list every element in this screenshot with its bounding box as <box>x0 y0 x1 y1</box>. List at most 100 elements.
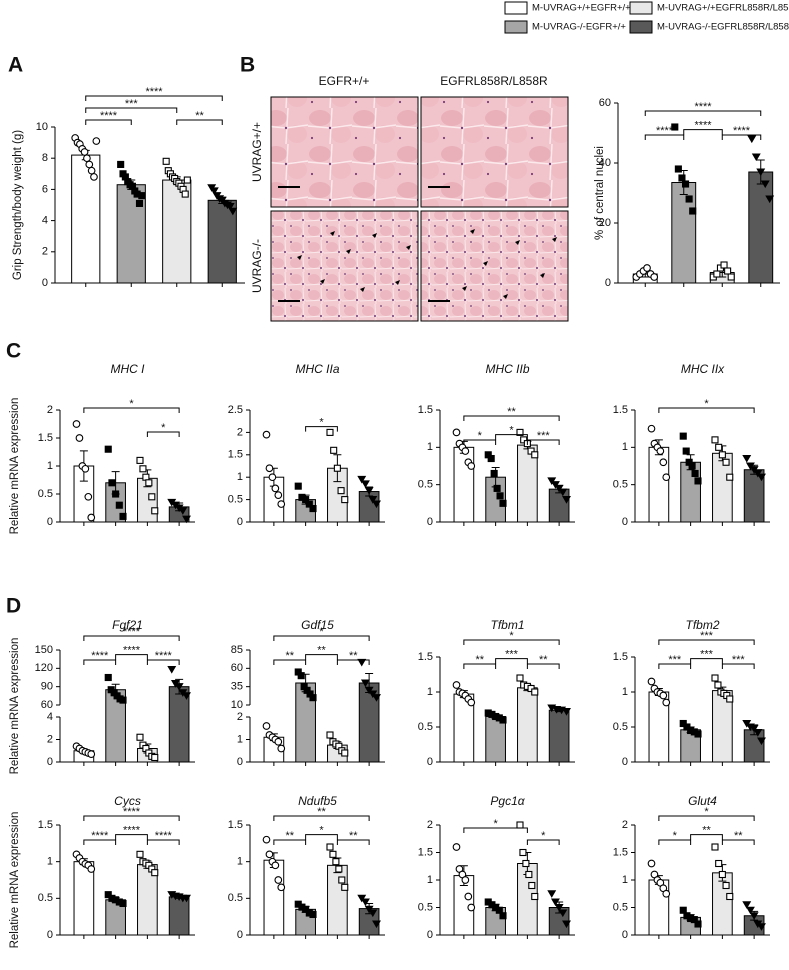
data-point <box>562 920 571 929</box>
data-point <box>335 865 343 873</box>
bar-chart: Cycs Relative mRNA expression 0 0.5 1 1.5 ****… <box>9 794 195 948</box>
data-point <box>487 454 495 463</box>
significance-label: ** <box>317 645 326 657</box>
scale-bar <box>278 186 450 302</box>
y-tick-label: 0.5 <box>613 479 628 491</box>
data-point <box>309 505 317 513</box>
data-point <box>274 491 283 499</box>
data-point <box>694 477 702 485</box>
significance-label: **** <box>91 650 109 662</box>
significance-label: **** <box>145 86 163 98</box>
data-point <box>742 454 752 463</box>
significance-bracket <box>690 834 723 840</box>
significance-bracket <box>305 426 338 432</box>
y-tick-label: 150 <box>35 644 53 656</box>
data-point <box>90 173 98 181</box>
data-point <box>659 691 668 700</box>
significance-label: ** <box>475 654 484 666</box>
micrograph-row-label: UVRAG+/+ <box>250 122 264 182</box>
data-point <box>360 898 370 907</box>
significance-bracket <box>658 815 755 821</box>
significance-label: * <box>319 825 324 837</box>
data-point <box>119 696 127 704</box>
y-tick-label: 40 <box>599 157 611 169</box>
data-point <box>647 424 656 433</box>
significance-bracket <box>721 663 755 669</box>
data-point <box>547 890 557 898</box>
y-tick-label: 0 <box>605 277 611 289</box>
data-point <box>81 464 90 473</box>
y-tick-label: 1 <box>237 733 243 745</box>
data-point <box>360 480 370 489</box>
data-point <box>715 859 723 868</box>
data-point <box>674 165 682 173</box>
data-point <box>277 500 286 508</box>
chart-title: Pgc1α <box>490 794 525 808</box>
data-point <box>182 692 191 700</box>
data-point <box>643 264 651 272</box>
y-tick-label: 1.5 <box>613 404 628 416</box>
significance-label: ** <box>539 654 548 666</box>
data-point <box>757 923 766 931</box>
data-point <box>656 447 665 455</box>
significance-label: **** <box>100 110 118 122</box>
data-point <box>522 859 530 868</box>
y-axis-label: % of central nuclei <box>594 146 606 240</box>
data-point <box>162 157 170 165</box>
y-tick-label: 0.5 <box>613 901 628 913</box>
data-point <box>329 850 337 858</box>
significance-bracket <box>85 95 223 101</box>
significance-bracket <box>83 815 180 821</box>
data-point <box>341 883 349 891</box>
micrograph-row-label: UVRAG-/- <box>250 239 264 293</box>
chart-title: MHC I <box>111 362 146 376</box>
y-tick-label: 2 <box>427 819 433 831</box>
bar <box>748 171 774 284</box>
data-point <box>464 892 473 901</box>
data-point <box>271 484 280 493</box>
significance-label: ** <box>285 830 294 842</box>
data-point <box>689 207 697 215</box>
chart-title: MHC IIb <box>485 362 529 376</box>
y-tick-label: 2 <box>237 711 243 723</box>
chart-title: MHC IIa <box>295 362 339 376</box>
data-point <box>711 843 719 851</box>
data-point <box>531 892 539 901</box>
data-point <box>490 469 498 478</box>
data-point <box>151 869 159 877</box>
data-point <box>493 484 501 492</box>
data-point <box>178 507 188 515</box>
significance-bracket <box>83 659 117 665</box>
significance-label: *** <box>537 430 551 442</box>
data-point <box>368 496 378 504</box>
data-point <box>496 492 504 500</box>
data-point <box>722 881 730 890</box>
y-tick-label: 4 <box>42 215 48 227</box>
bar <box>263 859 285 936</box>
data-point <box>108 479 116 487</box>
data-point <box>368 909 378 918</box>
significance-label: *** <box>505 649 519 661</box>
significance-label: ** <box>195 110 204 122</box>
chart-title: MHC IIx <box>681 362 725 376</box>
y-tick-label: 1 <box>47 856 53 868</box>
bar <box>517 687 538 763</box>
y-tick-label: 0.5 <box>418 721 433 733</box>
significance-label: **** <box>123 645 141 657</box>
significance-label: **** <box>155 650 173 662</box>
significance-bracket <box>690 658 723 664</box>
y-tick-label: 1 <box>622 686 628 698</box>
y-tick-label: 0.5 <box>228 892 243 904</box>
data-point <box>516 821 524 829</box>
data-point <box>647 677 656 686</box>
panel-label: C <box>6 340 21 363</box>
data-point <box>520 436 528 444</box>
data-point <box>332 858 340 866</box>
y-tick-label: 0.5 <box>418 479 433 491</box>
data-point <box>550 898 560 907</box>
data-point <box>694 920 702 928</box>
micrograph <box>270 96 419 208</box>
micrographs <box>270 96 569 322</box>
data-point <box>547 477 557 486</box>
